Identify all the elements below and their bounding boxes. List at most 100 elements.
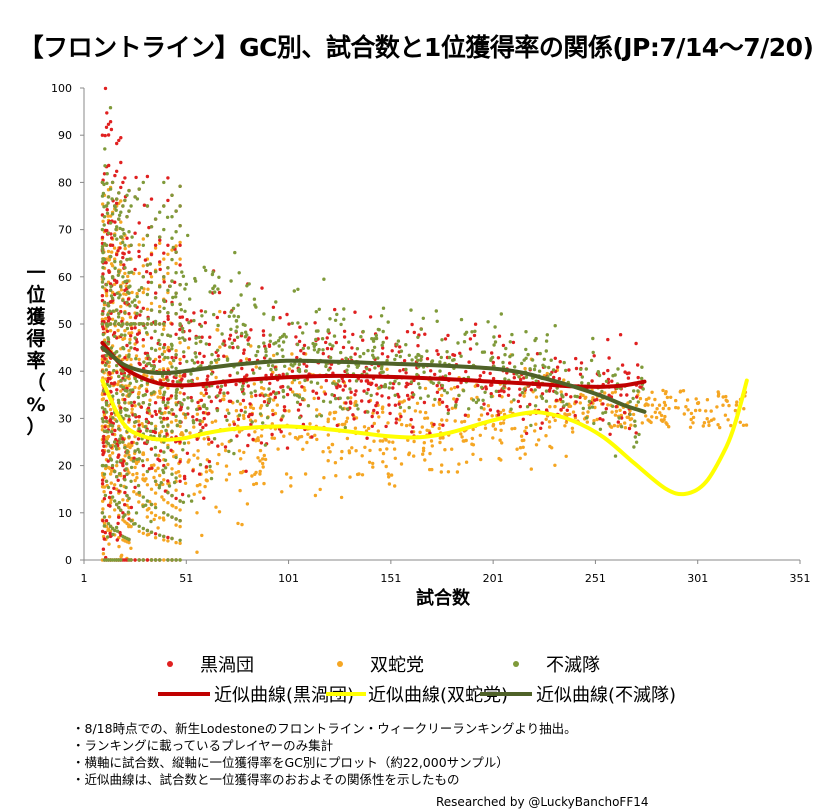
scatter-point — [107, 515, 112, 519]
scatter-point — [445, 391, 449, 395]
scatter-point — [118, 440, 122, 445]
scatter-point — [251, 406, 256, 411]
scatter-point — [186, 346, 191, 350]
scatter-point — [147, 506, 151, 511]
scatter-point — [243, 323, 247, 327]
scatter-point — [174, 271, 178, 275]
scatter-point — [496, 356, 501, 360]
scatter-point — [640, 376, 644, 381]
scatter-point — [100, 294, 105, 298]
scatter-point — [106, 528, 110, 532]
scatter-point — [138, 313, 142, 317]
scatter-point — [733, 408, 738, 413]
scatter-point — [696, 401, 700, 406]
scatter-point — [522, 387, 526, 391]
scatter-point — [698, 408, 702, 412]
scatter-point — [393, 403, 398, 407]
scatter-point — [366, 410, 370, 414]
scatter-point — [160, 352, 165, 356]
scatter-point — [171, 358, 176, 363]
scatter-point — [109, 262, 114, 266]
scatter-point — [218, 388, 223, 392]
scatter-point — [134, 511, 139, 515]
scatter-point — [381, 405, 385, 409]
scatter-point — [100, 322, 105, 326]
scatter-point — [102, 444, 106, 448]
scatter-point — [153, 348, 158, 352]
scatter-point — [661, 406, 665, 411]
scatter-point — [127, 331, 131, 335]
scatter-point — [454, 403, 458, 407]
scatter-point — [524, 330, 528, 334]
scatter-point — [464, 330, 469, 334]
scatter-point — [120, 319, 124, 324]
scatter-point — [118, 246, 122, 250]
scatter-point — [215, 408, 220, 413]
scatter-point — [585, 420, 589, 424]
scatter-point — [174, 366, 178, 371]
scatter-point — [354, 449, 358, 453]
scatter-point — [141, 463, 145, 468]
scatter-point — [534, 395, 539, 399]
scatter-point — [101, 441, 106, 445]
scatter-point — [383, 383, 387, 387]
scatter-point — [166, 539, 170, 543]
scatter-point — [741, 423, 746, 427]
scatter-point — [102, 306, 106, 311]
scatter-point — [544, 434, 548, 438]
scatter-point — [182, 354, 186, 359]
scatter-point — [627, 426, 632, 431]
scatter-point — [123, 271, 127, 276]
scatter-point — [178, 499, 182, 503]
scatter-point — [191, 421, 196, 425]
scatter-point — [297, 395, 302, 399]
scatter-point — [127, 271, 131, 275]
scatter-point — [499, 421, 503, 426]
scatter-point — [204, 268, 208, 273]
scatter-point — [112, 278, 117, 282]
scatter-point — [137, 450, 142, 454]
scatter-point — [139, 286, 144, 290]
scatter-point — [421, 446, 426, 450]
scatter-point — [584, 367, 588, 371]
scatter-point — [163, 403, 168, 408]
scatter-point — [100, 406, 105, 410]
scatter-point — [459, 317, 464, 322]
scatter-point — [199, 429, 203, 433]
scatter-point — [463, 413, 468, 417]
scatter-point — [113, 233, 117, 238]
scatter-point — [279, 385, 283, 389]
scatter-point — [163, 489, 168, 493]
scatter-point — [141, 473, 146, 477]
scatter-point — [207, 342, 211, 347]
scatter-point — [153, 445, 158, 450]
scatter-point — [119, 285, 123, 289]
scatter-point — [153, 513, 158, 518]
scatter-point — [334, 474, 338, 478]
scatter-point — [311, 389, 315, 393]
scatter-point — [102, 182, 106, 187]
scatter-point — [361, 329, 365, 334]
scatter-point — [106, 485, 111, 490]
scatter-point — [326, 433, 330, 437]
scatter-point — [123, 454, 127, 458]
scatter-point — [195, 407, 199, 412]
scatter-point — [131, 472, 135, 477]
scatter-point — [118, 293, 122, 297]
scatter-point — [643, 403, 647, 408]
scatter-point — [252, 382, 256, 386]
scatter-point — [117, 500, 122, 505]
scatter-point — [489, 394, 494, 399]
scatter-point — [435, 349, 439, 353]
y-tick-label: 30 — [58, 412, 72, 425]
scatter-point — [398, 354, 402, 359]
scatter-point — [278, 316, 282, 320]
scatter-point — [354, 389, 358, 393]
scatter-point — [127, 349, 131, 353]
scatter-point — [194, 355, 198, 359]
scatter-point — [464, 369, 468, 374]
scatter-point — [127, 435, 131, 439]
scatter-point — [216, 287, 220, 291]
scatter-point — [538, 351, 542, 356]
scatter-point — [616, 420, 620, 424]
